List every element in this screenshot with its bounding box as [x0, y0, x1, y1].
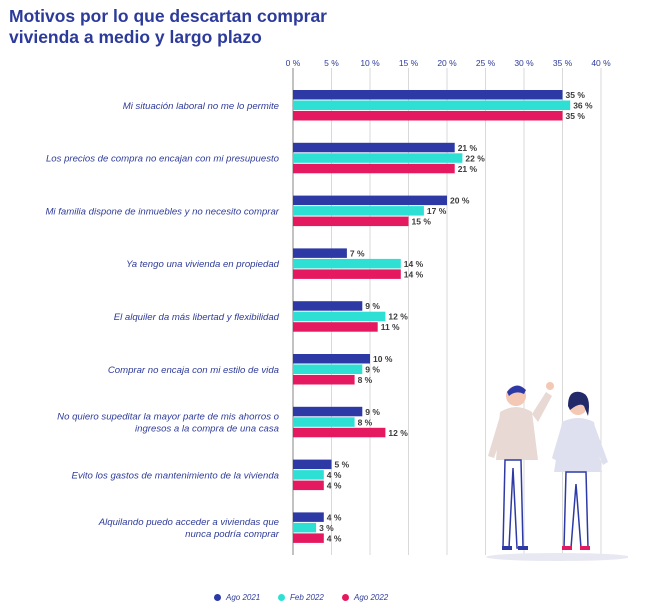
bar [293, 153, 463, 163]
data-label: 12 % [388, 312, 408, 322]
legend-marker [342, 594, 349, 601]
data-label: 11 % [381, 322, 400, 332]
legend-label: Feb 2022 [290, 593, 324, 602]
data-label: 17 % [427, 206, 447, 216]
category-label: Mi situación laboral no me lo permite [123, 101, 279, 112]
category-label: Evito los gastos de mantenimiento de la … [72, 470, 279, 481]
bar [293, 90, 563, 100]
legend-item-feb-2022: Feb 2022 [278, 593, 324, 602]
data-label: 36 % [573, 101, 593, 111]
bar [293, 322, 378, 332]
bar [293, 533, 324, 543]
data-label: 3 % [319, 523, 334, 533]
bar [293, 427, 386, 438]
legend-marker [278, 594, 285, 601]
legend-marker [214, 594, 221, 601]
data-label: 21 % [458, 164, 478, 174]
bar [293, 364, 363, 374]
data-label: 35 % [566, 111, 586, 121]
data-label: 5 % [335, 460, 350, 470]
data-label: 4 % [327, 512, 342, 522]
data-label: 9 % [365, 365, 380, 375]
x-tick-label: 30 % [514, 58, 534, 68]
category-label: El alquiler da más libertad y flexibilid… [114, 312, 280, 323]
bar [293, 470, 324, 480]
bar [293, 375, 355, 385]
category-label: Ya tengo una vivienda en propiedad [126, 259, 280, 270]
x-tick-label: 25 % [476, 58, 496, 68]
data-label: 21 % [458, 143, 478, 153]
data-label: 8 % [358, 417, 373, 427]
data-label: 12 % [388, 428, 408, 438]
data-label: 4 % [327, 533, 342, 543]
bar [293, 195, 447, 206]
chart-title: Motivos por lo que descartan comprar viv… [9, 6, 327, 47]
x-tick-label: 20 % [437, 58, 457, 68]
legend-label: Ago 2022 [354, 593, 389, 602]
data-label: 14 % [404, 269, 424, 279]
bar [293, 417, 355, 427]
data-label: 35 % [566, 90, 586, 100]
x-tick-label: 5 % [324, 58, 339, 68]
bar [293, 480, 324, 491]
data-label: 4 % [327, 470, 342, 480]
bar [293, 258, 401, 269]
two-people-waving-icon [478, 372, 630, 567]
bar [293, 216, 409, 227]
x-tick-label: 0 % [286, 58, 301, 68]
bar [293, 301, 363, 311]
category-label: No quiero supeditar la mayor parte de mi… [57, 412, 279, 423]
bar [293, 206, 424, 216]
bar [293, 248, 347, 258]
legend-item-ago-2021: Ago 2021 [214, 593, 260, 602]
data-label: 4 % [327, 481, 342, 491]
category-label: Comprar no encaja con mi estilo de vida [108, 365, 279, 376]
category-label: Alquilando puedo acceder a viviendas que [98, 517, 279, 528]
data-label: 9 % [365, 407, 380, 417]
bar [293, 354, 370, 364]
category-label: ingresos a la compra de una casa [135, 424, 279, 435]
x-tick-label: 10 % [360, 58, 380, 68]
bar [293, 311, 386, 322]
bar [293, 522, 317, 533]
category-label: Los precios de compra no encajan con mi … [46, 154, 280, 165]
x-tick-label: 35 % [553, 58, 573, 68]
legend-label: Ago 2021 [226, 593, 261, 602]
bar [293, 269, 401, 279]
bar [293, 512, 324, 522]
x-tick-label: 40 % [591, 58, 611, 68]
bar [293, 459, 332, 470]
data-label: 22 % [465, 153, 485, 163]
category-label: nunca podría comprar [185, 529, 280, 540]
x-tick-label: 15 % [399, 58, 419, 68]
data-label: 20 % [450, 196, 470, 206]
data-label: 15 % [412, 217, 432, 227]
category-label: Mi familia dispone de inmuebles y no nec… [45, 206, 279, 217]
bar [293, 163, 455, 174]
bar [293, 142, 455, 153]
data-label: 9 % [365, 301, 380, 311]
data-label: 7 % [350, 248, 365, 258]
bar [293, 100, 571, 110]
data-label: 10 % [373, 354, 393, 364]
bar [293, 406, 363, 417]
data-label: 14 % [404, 259, 424, 269]
legend-item-ago-2022: Ago 2022 [342, 593, 388, 602]
data-label: 8 % [358, 375, 373, 385]
bar [293, 111, 563, 121]
